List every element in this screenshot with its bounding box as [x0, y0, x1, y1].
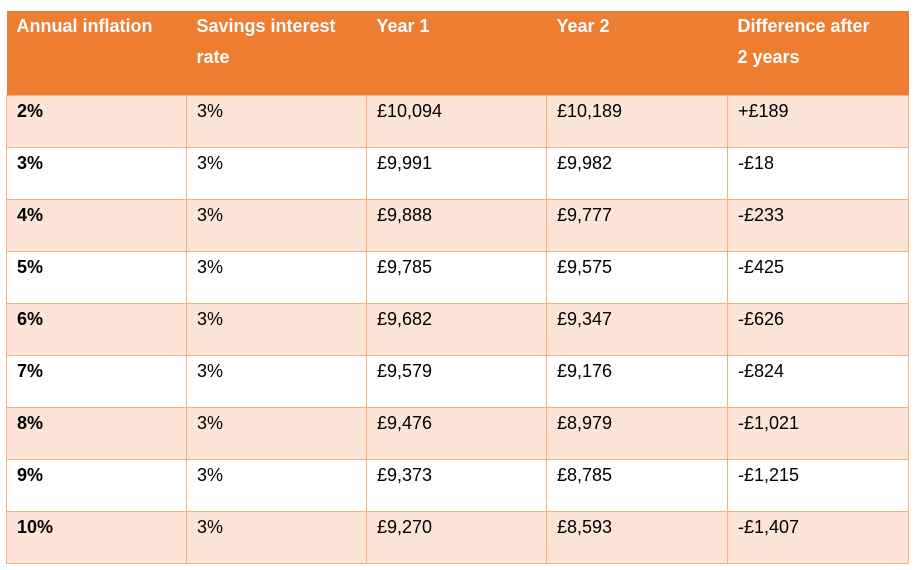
header-annual-inflation: Annual inflation: [6, 11, 187, 95]
cell-difference: -£1,407: [727, 510, 909, 564]
table-row: 10% 3% £9,270 £8,593 -£1,407: [6, 510, 909, 564]
cell-year-2: £9,176: [546, 354, 728, 408]
cell-year-2: £10,189: [546, 94, 728, 148]
header-difference-after-2-years: Difference after 2 years: [727, 11, 909, 95]
cell-savings-interest-rate: 3%: [186, 250, 367, 304]
table-row: 4% 3% £9,888 £9,777 -£233: [6, 198, 909, 252]
cell-annual-inflation: 2%: [6, 94, 187, 148]
cell-savings-interest-rate: 3%: [186, 198, 367, 252]
cell-savings-interest-rate: 3%: [186, 354, 367, 408]
table-body: 2% 3% £10,094 £10,189 +£189 3% 3% £9,991…: [6, 94, 909, 564]
cell-year-1: £9,888: [366, 198, 547, 252]
cell-year-2: £9,575: [546, 250, 728, 304]
table-row: 2% 3% £10,094 £10,189 +£189: [6, 94, 909, 148]
cell-savings-interest-rate: 3%: [186, 510, 367, 564]
cell-difference: +£189: [727, 94, 909, 148]
cell-annual-inflation: 7%: [6, 354, 187, 408]
cell-difference: -£1,215: [727, 458, 909, 512]
cell-annual-inflation: 10%: [6, 510, 187, 564]
table-row: 8% 3% £9,476 £8,979 -£1,021: [6, 406, 909, 460]
cell-year-2: £8,979: [546, 406, 728, 460]
cell-year-2: £9,982: [546, 146, 728, 200]
header-savings-interest-rate-line-2: rate: [196, 47, 230, 67]
cell-year-1: £9,785: [366, 250, 547, 304]
cell-year-1: £9,682: [366, 302, 547, 356]
cell-annual-inflation: 9%: [6, 458, 187, 512]
cell-year-1: £9,373: [366, 458, 547, 512]
table-row: 5% 3% £9,785 £9,575 -£425: [6, 250, 909, 304]
header-savings-interest-rate: Savings interest rate: [186, 11, 367, 95]
table-row: 6% 3% £9,682 £9,347 -£626: [6, 302, 909, 356]
table-header: Annual inflation Savings interest rate Y…: [6, 11, 909, 95]
header-row: Annual inflation Savings interest rate Y…: [6, 11, 909, 95]
cell-savings-interest-rate: 3%: [186, 146, 367, 200]
cell-year-1: £9,270: [366, 510, 547, 564]
inflation-savings-table: Annual inflation Savings interest rate Y…: [6, 11, 909, 564]
header-year-1: Year 1: [366, 11, 547, 95]
cell-difference: -£18: [727, 146, 909, 200]
cell-year-2: £9,347: [546, 302, 728, 356]
cell-difference: -£824: [727, 354, 909, 408]
cell-difference: -£1,021: [727, 406, 909, 460]
header-difference-line-1: Difference after: [737, 16, 870, 36]
cell-savings-interest-rate: 3%: [186, 94, 367, 148]
cell-difference: -£626: [727, 302, 909, 356]
cell-savings-interest-rate: 3%: [186, 458, 367, 512]
cell-annual-inflation: 6%: [6, 302, 187, 356]
table-row: 7% 3% £9,579 £9,176 -£824: [6, 354, 909, 408]
cell-savings-interest-rate: 3%: [186, 302, 367, 356]
header-savings-interest-rate-line-1: Savings interest: [196, 16, 336, 36]
cell-difference: -£425: [727, 250, 909, 304]
cell-savings-interest-rate: 3%: [186, 406, 367, 460]
table-row: 3% 3% £9,991 £9,982 -£18: [6, 146, 909, 200]
cell-difference: -£233: [727, 198, 909, 252]
table-row: 9% 3% £9,373 £8,785 -£1,215: [6, 458, 909, 512]
cell-year-1: £9,476: [366, 406, 547, 460]
cell-annual-inflation: 5%: [6, 250, 187, 304]
cell-annual-inflation: 4%: [6, 198, 187, 252]
header-year-2: Year 2: [546, 11, 728, 95]
cell-year-1: £9,991: [366, 146, 547, 200]
header-year-1-line-1: Year 1: [376, 16, 430, 36]
cell-annual-inflation: 8%: [6, 406, 187, 460]
header-difference-line-2: 2 years: [737, 47, 800, 67]
cell-year-2: £9,777: [546, 198, 728, 252]
header-annual-inflation-line-1: Annual inflation: [16, 16, 153, 36]
cell-annual-inflation: 3%: [6, 146, 187, 200]
header-year-2-line-1: Year 2: [556, 16, 610, 36]
cell-year-1: £10,094: [366, 94, 547, 148]
cell-year-2: £8,785: [546, 458, 728, 512]
cell-year-2: £8,593: [546, 510, 728, 564]
cell-year-1: £9,579: [366, 354, 547, 408]
